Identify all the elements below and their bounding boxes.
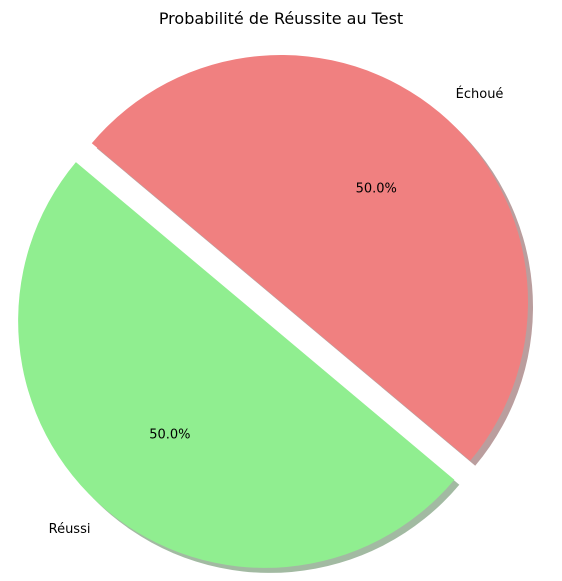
wedge-echoue <box>91 55 529 461</box>
slice-label-reussi: Réussi <box>49 522 91 537</box>
pie-labels: Réussi 50.0% Échoué 50.0% <box>49 86 504 537</box>
percent-label-echoue: 50.0% <box>356 181 397 196</box>
percent-label-reussi: 50.0% <box>149 427 190 442</box>
pie-wedges <box>18 55 529 568</box>
wedge-reussi <box>18 162 455 568</box>
slice-label-echoue: Échoué <box>456 86 504 102</box>
chart-title: Probabilité de Réussite au Test <box>159 9 403 28</box>
